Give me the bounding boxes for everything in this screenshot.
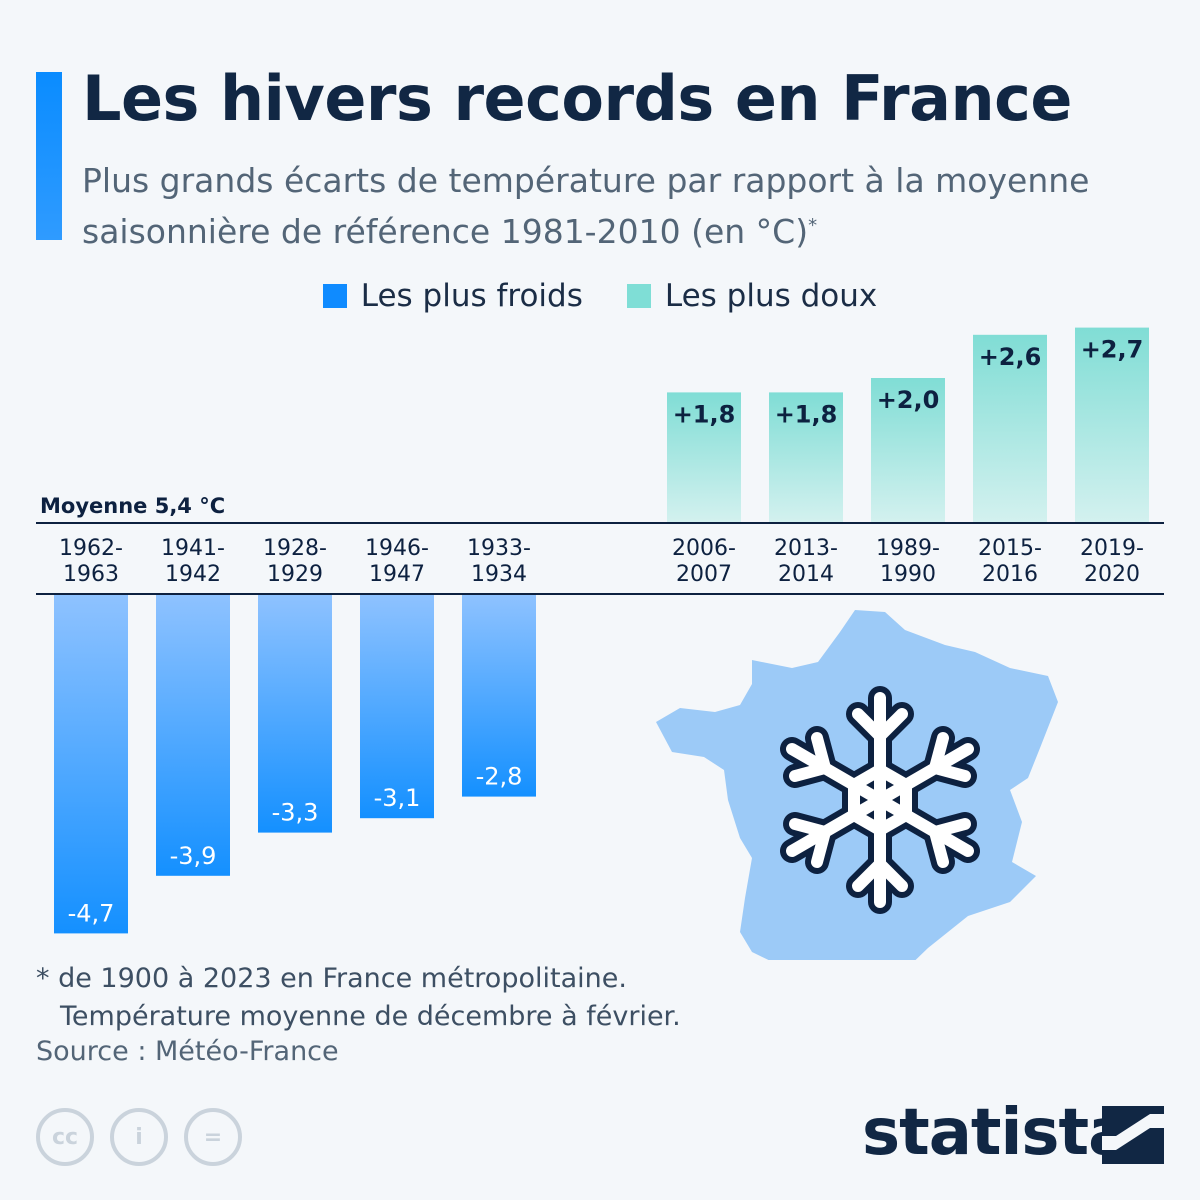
- category-label: 2006-2007: [672, 536, 736, 587]
- category-label: 2013-2014: [774, 536, 838, 587]
- warm-bar-2006-2007: [667, 392, 741, 522]
- subtitle-text: Plus grands écarts de température par ra…: [82, 161, 1090, 251]
- subtitle-footnote-mark: *: [808, 215, 818, 236]
- license-icons: cc i =: [36, 1108, 242, 1166]
- warm-value-label: +1,8: [673, 400, 736, 428]
- warm-value-label: +1,8: [775, 400, 838, 428]
- cold-value-label: -3,3: [272, 799, 319, 827]
- bar-chart: Moyenne 5,4 °C -4,7 1962-1963 -3,9 1941-194…: [36, 327, 1164, 960]
- footnote-line-1: * de 1900 à 2023 en France métropolitain…: [36, 963, 627, 994]
- attribution-icon[interactable]: i: [110, 1108, 168, 1166]
- category-label: 1962-1963: [59, 536, 123, 587]
- page-subtitle: Plus grands écarts de température par ra…: [82, 158, 1182, 254]
- cold-bar-1928-1929: [258, 595, 332, 833]
- source-text: Source : Météo-France: [36, 1036, 339, 1067]
- category-label: 2019-2020: [1080, 536, 1144, 587]
- warm-value-label: +2,6: [979, 343, 1042, 371]
- no-derivatives-icon[interactable]: =: [184, 1108, 242, 1166]
- warm-bar-2013-2014: [769, 392, 843, 522]
- category-label: 1946-1947: [365, 536, 429, 587]
- category-label: 1941-1942: [161, 536, 225, 587]
- cold-bar-1946-1947: [360, 595, 434, 819]
- legend-label-cold: Les plus froids: [360, 278, 583, 314]
- chart-legend: Les plus froids Les plus doux: [0, 278, 1200, 314]
- baseline-label: Moyenne 5,4 °C: [40, 494, 225, 518]
- cold-value-label: -3,9: [170, 842, 217, 870]
- cold-value-label: -3,1: [374, 784, 421, 812]
- category-label: 2015-2016: [978, 536, 1042, 587]
- legend-item-cold: Les plus froids: [322, 278, 583, 314]
- warm-value-label: +2,0: [877, 386, 940, 414]
- warm-bar-2015-2016: [973, 334, 1047, 522]
- title-accent-bar: [36, 72, 62, 240]
- page-title: Les hivers records en France: [82, 62, 1072, 135]
- cold-bar-1941-1942: [156, 595, 230, 876]
- cold-value-label: -2,8: [476, 763, 523, 791]
- cold-value-label: -4,7: [68, 899, 115, 927]
- warm-value-label: +2,7: [1081, 336, 1144, 364]
- footnote: * de 1900 à 2023 en France métropolitain…: [36, 960, 681, 1036]
- category-label: 1989-1990: [876, 536, 940, 587]
- footnote-line-2: Température moyenne de décembre à févrie…: [60, 1001, 681, 1032]
- category-label: 1928-1929: [263, 536, 327, 587]
- statista-logo-icon[interactable]: [1102, 1106, 1164, 1164]
- legend-item-warm: Les plus doux: [626, 278, 878, 314]
- warm-bar-1989-1990: [871, 378, 945, 522]
- statista-logo-text[interactable]: statista: [862, 1096, 1131, 1170]
- legend-swatch-cold: [322, 284, 347, 308]
- legend-swatch-warm: [626, 284, 651, 308]
- category-label: 1933-1934: [467, 536, 531, 587]
- cold-bar-1933-1934: [462, 595, 536, 797]
- legend-label-warm: Les plus doux: [664, 278, 878, 314]
- cold-bar-1962-1963: [54, 595, 128, 934]
- cc-icon[interactable]: cc: [36, 1108, 94, 1166]
- bars-group: -4,7 1962-1963 -3,9 1941-1942 -3,3 1928-1929 -…: [54, 327, 1149, 934]
- snowflake-icon: [780, 686, 980, 914]
- warm-bar-2019-2020: [1075, 327, 1149, 522]
